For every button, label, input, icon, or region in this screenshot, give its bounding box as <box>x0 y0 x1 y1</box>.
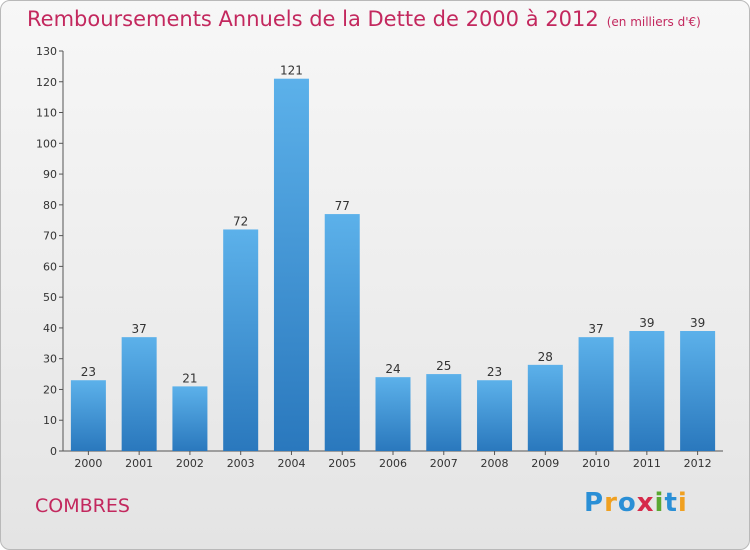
y-tick-label: 70 <box>43 230 57 243</box>
proxiti-logo: Proxiti <box>584 488 688 518</box>
x-tick-label: 2003 <box>227 457 255 470</box>
data-label: 28 <box>538 350 553 364</box>
bar <box>324 214 360 451</box>
x-tick-label: 2005 <box>328 457 356 470</box>
logo-letter: o <box>617 488 637 518</box>
x-tick-label: 2011 <box>633 457 661 470</box>
data-label: 39 <box>639 316 654 330</box>
data-label: 72 <box>233 214 248 228</box>
bar <box>121 337 157 451</box>
logo-letter: P <box>584 488 605 518</box>
x-tick-label: 2007 <box>430 457 458 470</box>
bar <box>578 337 614 451</box>
title-unit: (en milliers d'€) <box>606 15 701 29</box>
y-tick-label: 10 <box>43 414 57 427</box>
bar <box>680 331 716 451</box>
data-label: 121 <box>280 64 303 78</box>
logo-letter: i <box>677 488 688 518</box>
x-tick-label: 2010 <box>582 457 610 470</box>
bar <box>426 374 462 451</box>
logo-letter: t <box>664 488 678 518</box>
data-label: 37 <box>132 322 147 336</box>
y-tick-label: 30 <box>43 353 57 366</box>
bar <box>223 229 259 451</box>
title-main: Remboursements Annuels de la Dette de 20… <box>27 7 599 31</box>
x-tick-label: 2012 <box>684 457 712 470</box>
logo-letter: i <box>654 488 665 518</box>
y-tick-label: 0 <box>50 445 57 458</box>
bar <box>70 380 106 451</box>
bar <box>527 364 563 451</box>
chart-title: Remboursements Annuels de la Dette de 20… <box>27 7 701 31</box>
y-tick-label: 20 <box>43 383 57 396</box>
data-label: 21 <box>182 371 197 385</box>
x-tick-label: 2004 <box>277 457 305 470</box>
data-label: 24 <box>385 362 400 376</box>
x-tick-label: 2001 <box>125 457 153 470</box>
logo-letter: r <box>604 488 618 518</box>
x-tick-label: 2006 <box>379 457 407 470</box>
y-tick-label: 100 <box>36 137 57 150</box>
x-tick-label: 2008 <box>481 457 509 470</box>
bar <box>273 78 309 451</box>
y-tick-label: 40 <box>43 322 57 335</box>
bar <box>375 377 411 451</box>
data-label: 23 <box>81 365 96 379</box>
data-label: 77 <box>335 199 350 213</box>
y-tick-label: 120 <box>36 76 57 89</box>
y-tick-label: 130 <box>36 45 57 58</box>
y-tick-label: 110 <box>36 107 57 120</box>
data-label: 23 <box>487 365 502 379</box>
y-tick-label: 60 <box>43 260 57 273</box>
x-tick-label: 2000 <box>74 457 102 470</box>
y-tick-label: 50 <box>43 291 57 304</box>
y-tick-label: 90 <box>43 168 57 181</box>
commune-name: COMBRES <box>35 495 130 517</box>
data-label: 39 <box>690 316 705 330</box>
data-label: 25 <box>436 359 451 373</box>
y-tick-label: 80 <box>43 199 57 212</box>
bar <box>477 380 513 451</box>
logo-letter: x <box>636 488 655 518</box>
x-tick-label: 2009 <box>531 457 559 470</box>
x-tick-label: 2002 <box>176 457 204 470</box>
bar <box>172 386 208 451</box>
bar <box>629 331 665 451</box>
data-label: 37 <box>588 322 603 336</box>
